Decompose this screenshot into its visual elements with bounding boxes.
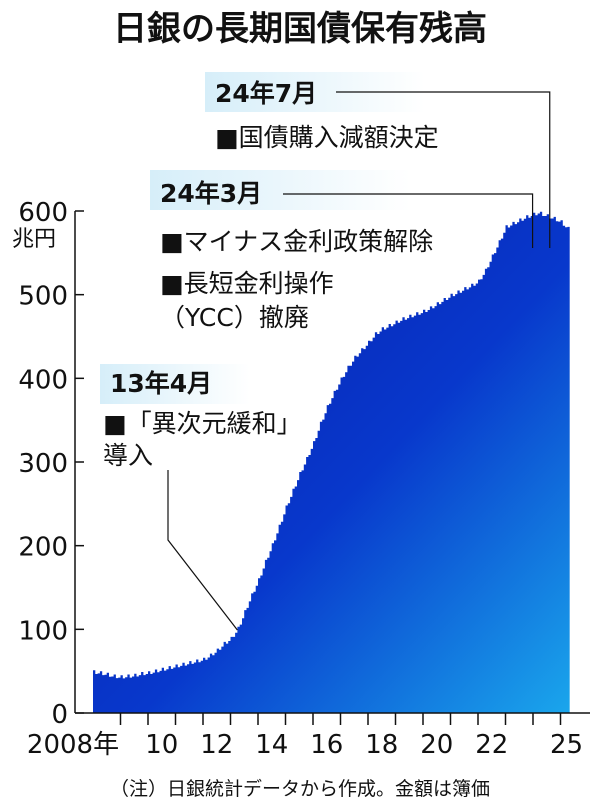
y-tick-label: 400 <box>18 365 68 395</box>
callout-text: ■マイナス金利政策解除 <box>160 227 433 256</box>
callout-date: 24年3月 <box>160 179 262 208</box>
callout-text: ■長短金利操作 <box>160 269 334 298</box>
callout-text: 導入 <box>103 441 153 470</box>
x-tick-label: 12 <box>200 730 233 760</box>
x-tick-label: 16 <box>310 730 343 760</box>
x-axis: 2008年 10 12 14 16 18 20 22 25 <box>27 712 590 760</box>
callout-date: 13年4月 <box>110 369 212 398</box>
callout-text: （YCC）撤廃 <box>160 303 309 332</box>
y-axis: 0 100 200 300 400 500 600 <box>18 198 84 730</box>
callout-box <box>100 364 250 404</box>
chart-title: 日銀の長期国債保有残高 <box>113 9 487 49</box>
y-tick-label: 500 <box>18 282 68 312</box>
leader-line <box>167 470 238 631</box>
y-unit-label: 兆円 <box>12 227 56 252</box>
leader-line <box>283 193 534 248</box>
annotations: 13年4月 ■「異次元緩和」導入 24年3月 ■マイナス金利政策解除 ■長短金利操作 （Y… <box>100 72 439 470</box>
x-tick-label: 20 <box>420 730 453 760</box>
y-tick-label: 600 <box>18 198 68 228</box>
callout-box <box>150 170 410 210</box>
leader-lines <box>167 91 551 631</box>
callout-text: ■国債購入減額決定 <box>215 123 439 152</box>
x-tick-label: 25 <box>550 730 583 760</box>
x-tick-label: 18 <box>365 730 398 760</box>
callout-text: ■「異次元緩和」 <box>103 409 302 438</box>
holdings-area <box>93 211 570 714</box>
y-tick-label: 0 <box>51 700 68 730</box>
x-tick-label: 10 <box>145 730 178 760</box>
x-tick-label: 2008年 <box>27 730 119 760</box>
callout-date: 24年7月 <box>215 79 317 108</box>
y-tick-label: 100 <box>18 616 68 646</box>
leader-line <box>336 91 551 248</box>
source-note: （注）日銀統計データから作成。金額は簿価 <box>110 778 490 800</box>
y-tick-label: 200 <box>18 533 68 563</box>
y-tick-label: 300 <box>18 449 68 479</box>
x-tick-label: 14 <box>255 730 288 760</box>
x-tick-label: 22 <box>475 730 508 760</box>
